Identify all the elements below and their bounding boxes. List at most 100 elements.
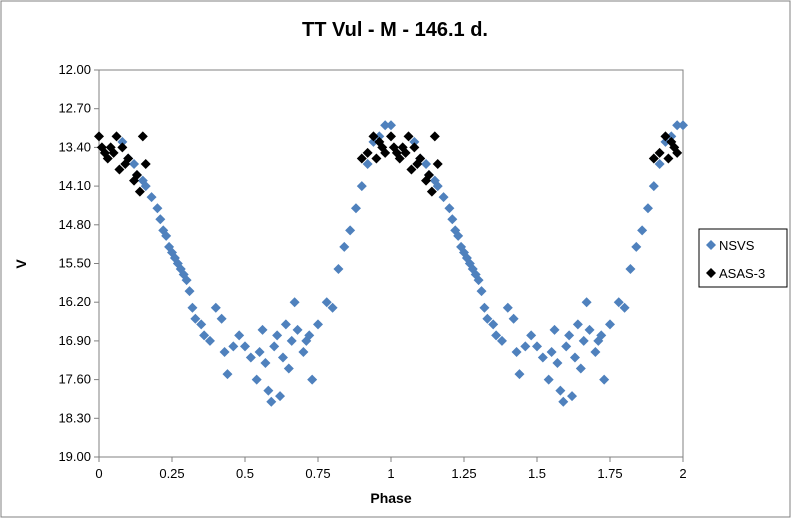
data-point xyxy=(520,341,531,352)
data-point xyxy=(666,131,677,142)
x-tick-label: 0.25 xyxy=(159,466,184,481)
data-point xyxy=(476,286,487,297)
data-point xyxy=(350,203,361,214)
data-point xyxy=(356,181,367,192)
data-point xyxy=(187,302,198,313)
data-point xyxy=(537,352,548,363)
data-point xyxy=(266,396,277,407)
data-point xyxy=(371,153,382,164)
y-tick-label: 16.20 xyxy=(58,294,91,309)
data-point xyxy=(491,330,502,341)
data-point xyxy=(596,330,607,341)
data-point xyxy=(374,131,385,142)
data-point xyxy=(298,346,309,357)
data-point xyxy=(543,374,554,385)
y-tick-label: 16.90 xyxy=(58,333,91,348)
data-point xyxy=(453,230,464,241)
data-point xyxy=(240,341,250,352)
data-point xyxy=(569,352,580,363)
y-tick-label: 14.80 xyxy=(58,217,91,232)
data-point xyxy=(479,302,490,313)
data-point xyxy=(488,319,499,330)
x-axis-title: Phase xyxy=(370,490,411,506)
y-tick-label: 17.60 xyxy=(58,372,91,387)
data-point xyxy=(482,313,493,324)
data-point xyxy=(473,275,484,286)
data-point xyxy=(514,369,525,380)
data-point xyxy=(131,170,142,181)
data-point xyxy=(260,358,271,369)
data-point xyxy=(581,297,592,308)
data-point xyxy=(415,153,426,164)
data-point xyxy=(625,264,636,275)
data-point xyxy=(605,319,615,330)
data-point xyxy=(368,131,379,142)
data-point xyxy=(362,147,373,158)
data-point xyxy=(321,297,332,308)
data-point xyxy=(400,147,411,158)
data-point xyxy=(502,302,513,313)
data-point xyxy=(672,120,683,131)
y-tick-label: 12.00 xyxy=(58,62,91,77)
data-point xyxy=(660,136,671,147)
data-point xyxy=(280,319,291,330)
data-point xyxy=(459,247,469,258)
data-point xyxy=(578,335,589,346)
data-point xyxy=(254,346,265,357)
data-point xyxy=(409,136,420,147)
data-point xyxy=(426,186,437,197)
data-point xyxy=(155,214,166,225)
series-asas-3 xyxy=(94,131,683,197)
data-point xyxy=(167,247,177,258)
data-point xyxy=(564,330,575,341)
legend-box xyxy=(698,228,788,288)
data-point xyxy=(222,369,233,380)
data-point xyxy=(567,391,578,402)
data-point xyxy=(204,335,215,346)
data-point xyxy=(210,302,221,313)
data-point xyxy=(409,142,420,153)
data-point xyxy=(386,120,396,131)
data-point xyxy=(146,192,157,203)
data-point xyxy=(111,131,122,142)
data-point xyxy=(234,330,245,341)
data-point xyxy=(286,335,297,346)
data-point xyxy=(356,153,367,164)
series-nsvs xyxy=(117,120,688,407)
data-point xyxy=(368,136,379,147)
data-point xyxy=(549,324,560,335)
data-point xyxy=(575,363,586,374)
data-point xyxy=(313,319,323,330)
legend: NSVS ASAS-3 xyxy=(698,228,788,288)
data-point xyxy=(257,324,268,335)
data-point xyxy=(304,330,315,341)
data-point xyxy=(654,158,665,169)
legend-label-asas3: ASAS-3 xyxy=(719,266,765,281)
data-point xyxy=(546,346,557,357)
y-tick-label: 14.10 xyxy=(58,178,91,193)
data-point xyxy=(362,158,373,169)
x-tick-label: 1.75 xyxy=(597,466,622,481)
data-point xyxy=(117,142,128,153)
data-point xyxy=(555,385,566,396)
x-tick-label: 1.25 xyxy=(451,466,476,481)
data-point xyxy=(263,385,274,396)
data-point xyxy=(444,203,455,214)
data-point xyxy=(654,147,665,158)
data-point xyxy=(380,147,391,158)
data-point xyxy=(532,341,542,352)
data-point xyxy=(552,358,563,369)
data-point xyxy=(292,324,303,335)
data-point xyxy=(339,241,350,252)
data-point xyxy=(590,346,601,357)
y-tick-label: 15.50 xyxy=(58,256,91,271)
data-point xyxy=(558,396,569,407)
data-point xyxy=(660,131,671,142)
data-point xyxy=(447,214,458,225)
data-point xyxy=(108,147,119,158)
data-point xyxy=(432,181,443,192)
data-point xyxy=(327,302,338,313)
data-point xyxy=(386,131,396,142)
